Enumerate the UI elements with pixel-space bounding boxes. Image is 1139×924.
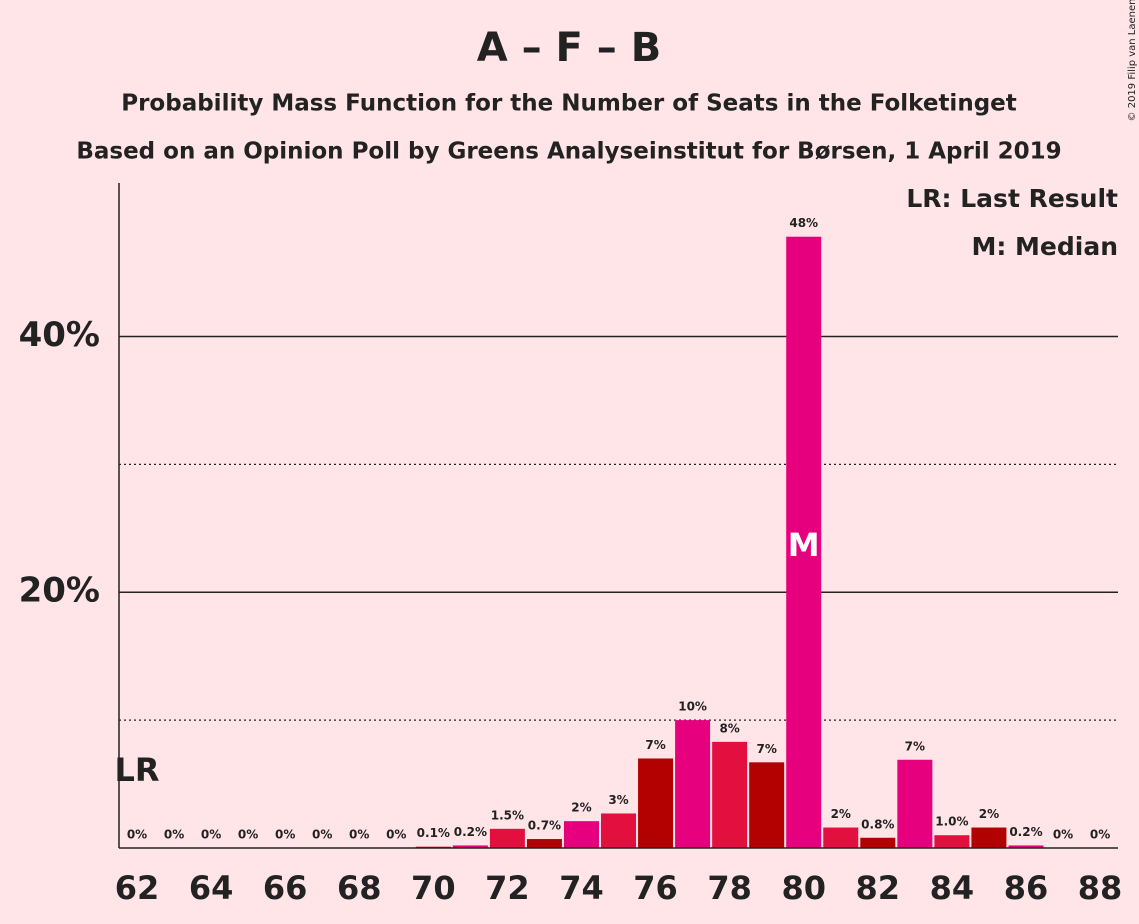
bar (675, 720, 711, 848)
x-tick-label: 68 (337, 869, 382, 907)
value-label: 0% (1090, 828, 1110, 842)
y-tick-label: 40% (19, 315, 100, 355)
bar (563, 821, 599, 848)
bar (823, 827, 859, 848)
value-label: 2% (979, 807, 999, 821)
bar (452, 845, 488, 848)
x-tick-label: 82 (856, 869, 901, 907)
value-label: 48% (789, 216, 818, 230)
value-label: 0% (312, 828, 332, 842)
value-label: 0% (275, 828, 295, 842)
median-marker: M (788, 526, 820, 564)
value-label: 7% (905, 739, 925, 753)
bar (526, 839, 562, 848)
value-label: 3% (608, 793, 628, 807)
last-result-marker: LR (114, 751, 159, 789)
x-tick-label: 74 (559, 869, 604, 907)
x-tick-label: 70 (411, 869, 456, 907)
value-label: 0.2% (1009, 825, 1042, 839)
legend-entry: M: Median (971, 232, 1118, 261)
x-tick-label: 64 (189, 869, 234, 907)
value-label: 2% (831, 807, 851, 821)
bar (489, 828, 525, 848)
bar (860, 837, 896, 848)
x-tick-label: 80 (781, 869, 826, 907)
y-tick-label: 20% (19, 571, 100, 611)
x-tick-label: 62 (115, 869, 160, 907)
value-label: 0% (386, 828, 406, 842)
value-label: 8% (719, 721, 739, 735)
bar (749, 762, 785, 848)
value-label: 7% (645, 738, 665, 752)
bar (638, 758, 674, 848)
bar (897, 759, 933, 848)
value-label: 0.1% (417, 826, 450, 840)
value-label: 0.7% (528, 819, 561, 833)
value-label: 0% (1053, 828, 1073, 842)
bar (712, 741, 748, 848)
value-label: 0% (238, 828, 258, 842)
bar (934, 835, 970, 848)
value-label: 0% (201, 828, 221, 842)
bar (601, 813, 637, 848)
value-label: 0% (127, 828, 147, 842)
x-tick-label: 76 (633, 869, 678, 907)
x-tick-label: 84 (930, 869, 975, 907)
legend-entry: LR: Last Result (906, 184, 1118, 213)
x-tick-label: 78 (707, 869, 752, 907)
chart-title: A – F – B (477, 25, 661, 71)
value-label: 0.2% (454, 825, 487, 839)
bar (786, 236, 822, 848)
chart-subtitle: Probability Mass Function for the Number… (121, 91, 1017, 117)
value-label: 0.8% (861, 817, 894, 831)
bar (971, 827, 1007, 848)
x-tick-label: 72 (485, 869, 530, 907)
x-tick-label: 66 (263, 869, 308, 907)
value-label: 1.5% (491, 808, 524, 822)
value-label: 7% (756, 742, 776, 756)
bar (1008, 845, 1044, 848)
chart-subtitle: Based on an Opinion Poll by Greens Analy… (76, 139, 1061, 165)
x-tick-label: 86 (1004, 869, 1049, 907)
x-tick-label: 88 (1078, 869, 1123, 907)
value-label: 2% (571, 801, 591, 815)
value-label: 0% (349, 828, 369, 842)
value-label: 10% (678, 700, 707, 714)
value-label: 0% (164, 828, 184, 842)
value-label: 1.0% (935, 815, 968, 829)
copyright: © 2019 Filip van Laenen (1127, 0, 1138, 121)
